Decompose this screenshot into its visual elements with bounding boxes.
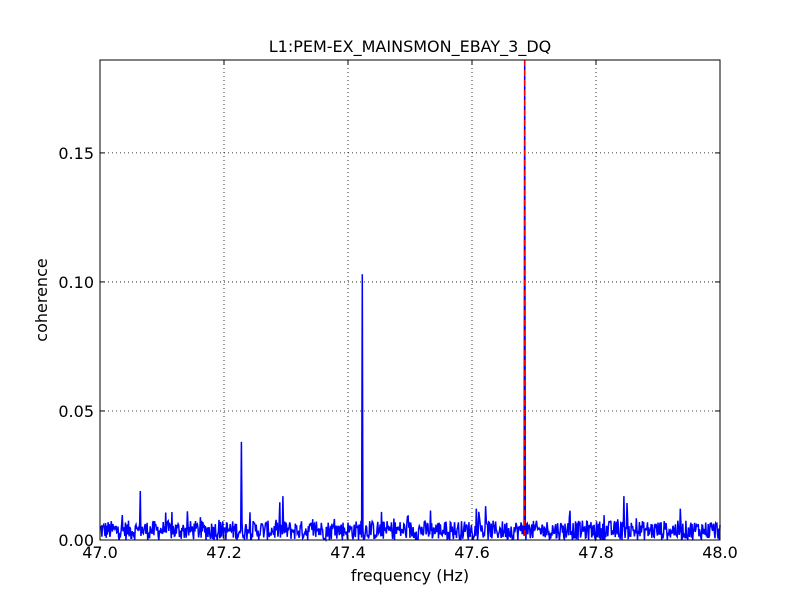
y-tick-label: 0.15 (58, 144, 94, 163)
y-tick-label: 0.05 (58, 402, 94, 421)
x-tick-label: 47.8 (578, 543, 614, 562)
y-axis-label: coherence (32, 258, 51, 341)
coherence-series-line (99, 59, 721, 543)
plot-data (99, 59, 721, 543)
x-tick-label: 47.0 (82, 543, 118, 562)
chart-title: L1:PEM-EX_MAINSMON_EBAY_3_DQ (269, 37, 552, 57)
x-tick-label: 47.6 (454, 543, 490, 562)
grid (100, 60, 720, 540)
y-tick-label: 0.10 (58, 273, 94, 292)
x-tick-label: 48.0 (702, 543, 738, 562)
axis-ticks: 47.0 47.2 47.4 47.6 47.8 48.0 0.00 0.05 0.10 0.15 (58, 60, 738, 562)
y-tick-label: 0.00 (58, 531, 94, 550)
x-tick-label: 47.4 (330, 543, 366, 562)
x-axis-label: frequency (Hz) (351, 566, 469, 585)
plot-frame (99, 59, 721, 541)
x-tick-label: 47.2 (206, 543, 242, 562)
